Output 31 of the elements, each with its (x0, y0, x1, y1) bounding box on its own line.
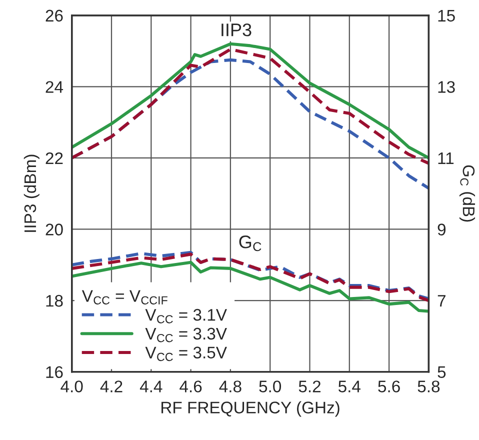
y-tick-label: 16 (46, 366, 63, 378)
y2-tick-label: 11 (438, 152, 454, 164)
x-tick-label: 5.6 (378, 380, 400, 392)
x-tick-label: 4.2 (100, 380, 122, 392)
x-tick-label: 4.6 (180, 380, 202, 392)
annotation: IIP3 (222, 24, 252, 36)
y-tick-label: 18 (46, 294, 63, 307)
y2-tick-label: 7 (438, 295, 446, 307)
annotation: G$_{C}$ (239, 236, 262, 252)
y-tick-label: 26 (46, 10, 63, 22)
x-axis-title: RF FREQUENCY (GHz) (162, 401, 340, 417)
y-tick-label: 20 (46, 224, 63, 236)
legend-title: V$_{CC}$ = V$_{CCIF}$ (82, 290, 168, 304)
legend-label: V$_{CC}$ = 3.3V (145, 328, 227, 342)
y2-tick-label: 13 (438, 81, 455, 93)
x-tick-label: 5.4 (338, 380, 360, 392)
x-tick-label: 4.4 (140, 380, 162, 392)
y2-tick-label: 15 (438, 10, 455, 22)
y-tick-label: 24 (46, 81, 64, 93)
y-tick-label: 22 (46, 152, 63, 164)
legend-label: V$_{CC}$ = 3.5V (145, 346, 227, 362)
x-tick-label: 5.8 (418, 380, 440, 392)
legend-label: V$_{CC}$ = 3.1V (145, 308, 227, 324)
y2-tick-label: 5 (438, 366, 446, 378)
y2-tick-label: 9 (438, 224, 446, 236)
x-tick-label: 5.2 (298, 380, 320, 392)
x-tick-label: 4.0 (60, 380, 83, 392)
y2-axis-title: G$_{C}$ (dB) (459, 165, 476, 222)
y-axis-title: IIP3 (dBm) (24, 154, 40, 232)
x-tick-label: 4.8 (219, 380, 242, 392)
x-tick-label: 5.0 (259, 380, 282, 392)
